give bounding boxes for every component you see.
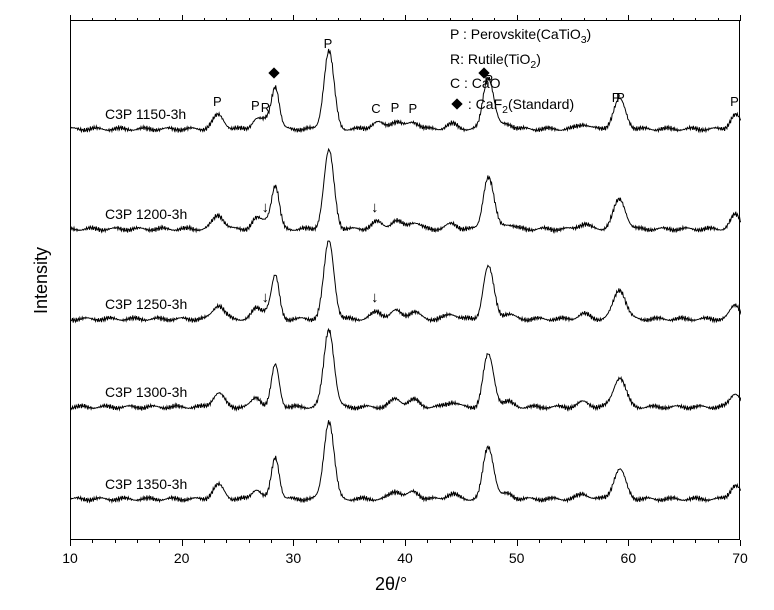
x-tick: [628, 540, 629, 546]
x-minor-tick: [249, 540, 250, 543]
x-minor-tick: [494, 540, 495, 543]
x-tick-label: 50: [502, 550, 532, 566]
peak-label: P: [210, 94, 224, 109]
arrow-marker: ↓: [371, 200, 379, 215]
x-minor-tick: [115, 540, 116, 543]
x-minor-tick: [360, 540, 361, 543]
peak-label: [267, 66, 281, 81]
x-tick-top: [405, 15, 406, 21]
x-minor-tick-top: [204, 18, 205, 21]
x-minor-tick-top: [249, 18, 250, 21]
x-tick: [293, 540, 294, 546]
x-tick-top: [517, 15, 518, 21]
trace-label: C3P 1300-3h: [105, 384, 187, 400]
x-minor-tick: [651, 540, 652, 543]
x-tick-top: [628, 15, 629, 21]
x-minor-tick-top: [115, 18, 116, 21]
xrd-traces-svg: [71, 21, 741, 541]
x-tick-label: 10: [55, 550, 85, 566]
x-minor-tick-top: [539, 18, 540, 21]
x-minor-tick-top: [360, 18, 361, 21]
x-minor-tick-top: [494, 18, 495, 21]
x-tick-label: 60: [613, 550, 643, 566]
legend-item: : CaF2(Standard): [450, 94, 591, 119]
trace-label: C3P 1200-3h: [105, 206, 187, 222]
x-tick: [182, 540, 183, 546]
x-minor-tick: [204, 540, 205, 543]
x-tick-top: [740, 15, 741, 21]
x-tick-label: 30: [278, 550, 308, 566]
x-minor-tick-top: [338, 18, 339, 21]
arrow-marker: ↓: [262, 200, 270, 215]
x-minor-tick-top: [450, 18, 451, 21]
peak-label: P: [388, 100, 402, 115]
x-minor-tick: [271, 540, 272, 543]
x-minor-tick: [561, 540, 562, 543]
x-tick-label: 20: [167, 550, 197, 566]
x-minor-tick-top: [92, 18, 93, 21]
peak-label: P: [321, 36, 335, 51]
peak-label: R: [258, 100, 272, 115]
x-minor-tick-top: [695, 18, 696, 21]
x-minor-tick: [673, 540, 674, 543]
peak-label: P: [406, 101, 420, 116]
peak-label: P: [482, 72, 496, 87]
figure: Intensity 2θ/° P : Perovskite(CaTiO3)R: …: [0, 0, 774, 610]
x-minor-tick: [92, 540, 93, 543]
plot-area: [70, 20, 740, 540]
peak-label: P: [614, 90, 628, 105]
x-minor-tick-top: [606, 18, 607, 21]
arrow-marker: ↓: [371, 290, 379, 305]
x-minor-tick: [427, 540, 428, 543]
x-minor-tick-top: [651, 18, 652, 21]
x-minor-tick-top: [383, 18, 384, 21]
legend-item: C : CaO: [450, 73, 591, 94]
x-tick-label: 40: [390, 550, 420, 566]
x-minor-tick-top: [316, 18, 317, 21]
x-minor-tick-top: [271, 18, 272, 21]
peak-label: P: [727, 94, 741, 109]
legend: P : Perovskite(CaTiO3)R: Rutile(TiO2)C :…: [450, 24, 591, 119]
x-axis-label: 2θ/°: [375, 574, 407, 595]
peak-label: C: [369, 101, 383, 116]
x-tick: [405, 540, 406, 546]
x-minor-tick-top: [584, 18, 585, 21]
arrow-marker: ↓: [262, 290, 270, 305]
x-minor-tick-top: [673, 18, 674, 21]
x-minor-tick: [159, 540, 160, 543]
x-minor-tick: [472, 540, 473, 543]
x-minor-tick-top: [137, 18, 138, 21]
trace-label: C3P 1250-3h: [105, 296, 187, 312]
x-minor-tick: [338, 540, 339, 543]
x-minor-tick-top: [226, 18, 227, 21]
x-minor-tick: [316, 540, 317, 543]
x-tick-top: [182, 15, 183, 21]
x-tick: [70, 540, 71, 546]
trace-label: C3P 1150-3h: [105, 106, 186, 122]
x-minor-tick-top: [472, 18, 473, 21]
trace-label: C3P 1350-3h: [105, 476, 187, 492]
x-minor-tick: [226, 540, 227, 543]
x-minor-tick-top: [718, 18, 719, 21]
x-tick-top: [70, 15, 71, 21]
x-minor-tick: [137, 540, 138, 543]
x-minor-tick-top: [159, 18, 160, 21]
x-tick-label: 70: [725, 550, 755, 566]
x-minor-tick: [584, 540, 585, 543]
x-minor-tick-top: [427, 18, 428, 21]
x-minor-tick: [606, 540, 607, 543]
x-minor-tick: [383, 540, 384, 543]
y-axis-label: Intensity: [31, 247, 52, 314]
legend-item: R: Rutile(TiO2): [450, 49, 591, 74]
x-minor-tick: [718, 540, 719, 543]
x-tick: [517, 540, 518, 546]
x-minor-tick-top: [561, 18, 562, 21]
legend-item: P : Perovskite(CaTiO3): [450, 24, 591, 49]
x-minor-tick: [450, 540, 451, 543]
x-minor-tick: [539, 540, 540, 543]
x-tick-top: [293, 15, 294, 21]
x-minor-tick: [695, 540, 696, 543]
x-tick: [740, 540, 741, 546]
